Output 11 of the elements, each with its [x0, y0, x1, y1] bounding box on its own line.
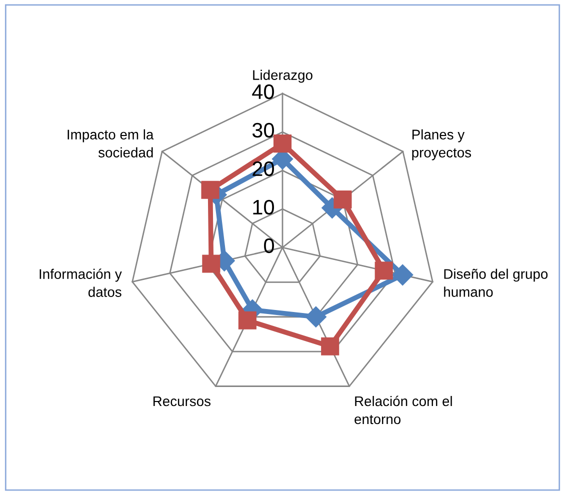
y-tick-label: 30: [252, 122, 274, 138]
spoke-label: Planes y proyectos: [412, 129, 472, 160]
spoke-label: Liderazgo: [253, 70, 312, 83]
spoke-label: Información y datos: [40, 268, 122, 297]
spoke-label: Diseño del grupo humano: [444, 268, 548, 297]
y-tick-label: 10: [253, 200, 274, 215]
spoke-label: Recursos: [153, 396, 211, 406]
y-tick-label: 0: [264, 238, 274, 254]
spoke-label: Impacto em la sociedad: [68, 129, 154, 158]
spoke-label: Relación com el entorno: [354, 396, 452, 424]
y-tick-label: 40: [252, 84, 274, 100]
